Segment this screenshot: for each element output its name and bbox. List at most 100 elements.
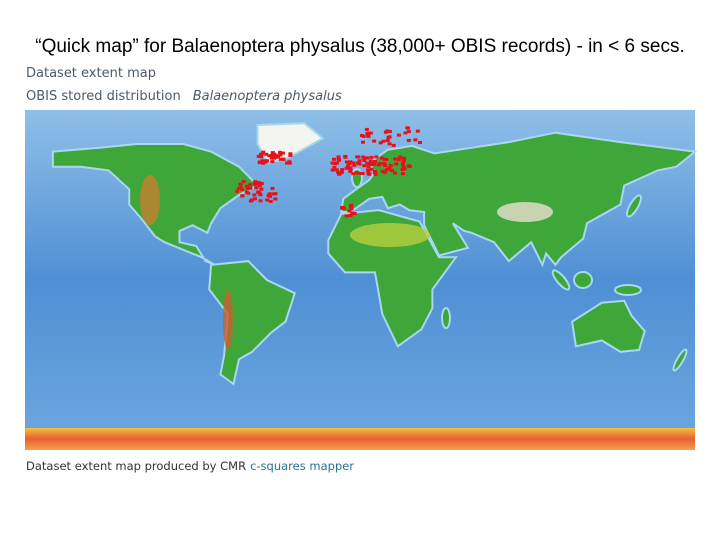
record-cell bbox=[253, 197, 257, 201]
record-cell bbox=[347, 209, 352, 213]
record-cell bbox=[246, 187, 250, 191]
record-cell bbox=[336, 156, 341, 160]
record-cell bbox=[339, 171, 344, 175]
record-cell bbox=[366, 134, 371, 138]
record-cell bbox=[288, 153, 293, 157]
record-cell bbox=[276, 154, 281, 158]
record-cell bbox=[330, 168, 335, 172]
record-cell bbox=[352, 212, 357, 215]
record-cell bbox=[273, 197, 278, 201]
record-cell bbox=[347, 162, 352, 166]
record-cell bbox=[401, 165, 406, 169]
record-cell bbox=[258, 199, 263, 203]
record-cell bbox=[351, 172, 356, 176]
record-cell bbox=[238, 182, 243, 186]
record-cell bbox=[259, 182, 264, 185]
record-cell bbox=[344, 214, 349, 218]
record-cell bbox=[374, 155, 379, 159]
record-cell bbox=[366, 165, 371, 168]
record-cell bbox=[350, 211, 355, 215]
record-cell bbox=[385, 139, 390, 142]
record-cell bbox=[264, 159, 269, 163]
record-cell bbox=[267, 192, 272, 196]
record-cell bbox=[368, 159, 373, 163]
highlands bbox=[140, 175, 553, 350]
record-cell bbox=[270, 155, 275, 159]
record-cell bbox=[348, 204, 353, 208]
record-cell bbox=[287, 160, 292, 164]
record-cell bbox=[238, 186, 243, 190]
record-cell bbox=[402, 156, 406, 160]
record-cell bbox=[418, 141, 422, 144]
new-guinea bbox=[614, 284, 642, 296]
record-cell bbox=[334, 168, 339, 172]
map-subheader: OBIS stored distribution Balaenoptera phy… bbox=[26, 89, 342, 104]
map-header: Dataset extent map bbox=[26, 66, 156, 81]
record-cell bbox=[401, 159, 406, 163]
record-cell bbox=[270, 186, 275, 190]
record-cell bbox=[265, 198, 270, 202]
record-cell bbox=[336, 158, 341, 162]
map-footer: Dataset extent map produced by CMR c-squa… bbox=[26, 459, 354, 473]
slide-title: “Quick map” for Balaenoptera physalus (3… bbox=[35, 36, 685, 57]
record-cell bbox=[281, 151, 285, 155]
rockies bbox=[140, 175, 160, 225]
record-cell bbox=[361, 134, 366, 138]
record-cell bbox=[406, 164, 411, 168]
record-cell bbox=[248, 199, 253, 203]
record-cell bbox=[354, 171, 359, 175]
record-cell bbox=[365, 156, 370, 160]
record-cell bbox=[348, 160, 353, 164]
record-cell bbox=[259, 155, 264, 159]
record-cell bbox=[340, 206, 345, 210]
sahara bbox=[350, 223, 430, 247]
record-cell bbox=[256, 190, 261, 194]
record-cell bbox=[391, 143, 396, 147]
record-cell bbox=[271, 152, 276, 156]
record-cell bbox=[413, 138, 418, 142]
record-cell bbox=[260, 159, 265, 163]
record-cell bbox=[388, 163, 393, 167]
record-cell bbox=[330, 161, 335, 165]
record-cell bbox=[398, 155, 403, 159]
australia bbox=[571, 299, 646, 353]
record-cell bbox=[278, 153, 283, 157]
record-cell bbox=[383, 164, 387, 167]
madagascar bbox=[441, 307, 451, 329]
record-cell bbox=[346, 164, 350, 168]
record-cell bbox=[369, 155, 374, 159]
record-cell bbox=[337, 172, 342, 176]
record-cell bbox=[367, 172, 372, 176]
record-cell bbox=[384, 158, 389, 161]
record-cell bbox=[257, 161, 262, 165]
record-cell bbox=[343, 155, 348, 158]
record-cell bbox=[257, 184, 262, 188]
record-cell bbox=[372, 139, 377, 143]
record-cell bbox=[356, 155, 361, 159]
record-cell bbox=[349, 207, 354, 211]
record-cell bbox=[365, 161, 370, 165]
record-cell bbox=[273, 192, 278, 196]
record-cell bbox=[396, 133, 401, 137]
record-cell bbox=[370, 163, 375, 166]
record-cell bbox=[248, 186, 253, 190]
record-cell bbox=[259, 152, 264, 156]
mapper-link[interactable]: c-squares mapper bbox=[250, 459, 355, 473]
record-cell bbox=[406, 138, 411, 142]
record-cell bbox=[396, 158, 401, 162]
record-cell bbox=[281, 157, 286, 161]
record-cell bbox=[382, 162, 387, 165]
record-cell bbox=[332, 162, 337, 165]
record-cell bbox=[415, 129, 420, 133]
record-cell bbox=[406, 130, 411, 134]
andes bbox=[223, 290, 233, 350]
record-cell bbox=[403, 131, 408, 135]
record-cell bbox=[348, 166, 353, 170]
record-cell bbox=[288, 152, 293, 156]
record-cell bbox=[244, 190, 249, 194]
record-cell bbox=[362, 164, 367, 168]
record-cell bbox=[254, 181, 259, 185]
record-cell bbox=[240, 187, 244, 191]
record-cell bbox=[336, 170, 341, 174]
